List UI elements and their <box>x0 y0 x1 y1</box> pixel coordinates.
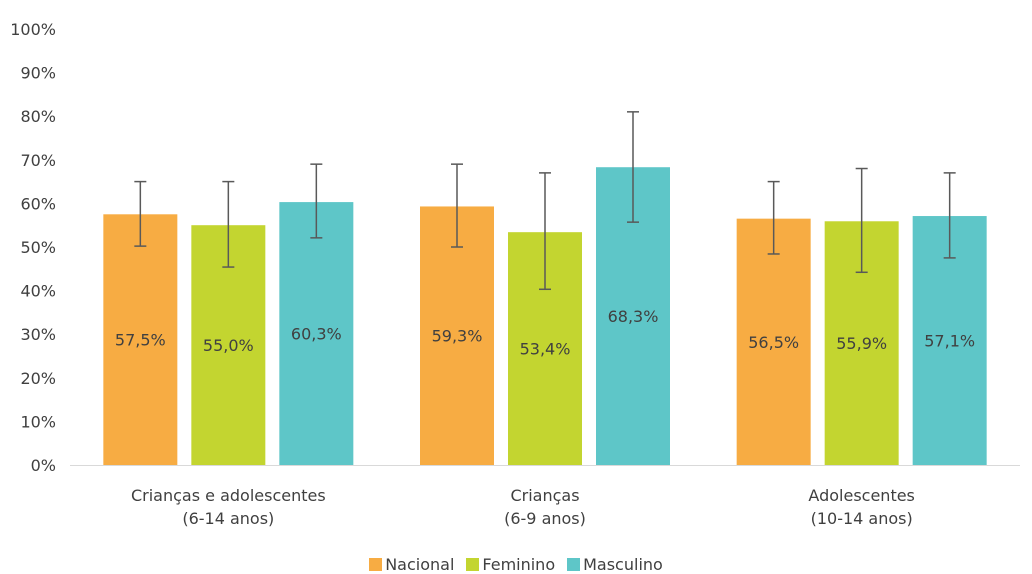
legend-item-masculino: Masculino <box>567 555 663 574</box>
x-category-label: Crianças <box>510 486 579 505</box>
x-category-label: Adolescentes <box>808 486 914 505</box>
y-tick-label: 90% <box>20 64 56 83</box>
y-tick-label: 0% <box>31 456 56 475</box>
legend-label-nacional: Nacional <box>385 554 455 574</box>
bar-nacional <box>103 214 178 465</box>
x-category-label: (6-14 anos) <box>182 509 274 528</box>
x-category-label: Crianças e adolescentes <box>131 486 326 505</box>
y-axis: 0% 10% 20% 30% 40% 50% 60% 70% 80% 90% 100% <box>10 20 56 475</box>
x-category-label: (10-14 anos) <box>811 509 913 528</box>
data-label-feminino: 55,0% <box>203 336 254 355</box>
y-tick-label: 70% <box>20 151 56 170</box>
x-axis-categories: Crianças e adolescentes (6-14 anos) Crianç… <box>131 486 915 528</box>
legend-swatch-nacional <box>369 557 383 571</box>
y-tick-label: 100% <box>10 20 56 39</box>
bar-masculino <box>279 202 354 466</box>
legend-swatch-masculino <box>567 557 581 571</box>
data-label-masculino: 57,1% <box>924 332 975 351</box>
data-label-masculino: 68,3% <box>608 307 659 326</box>
bar-chart: 0%10%20%30%40%50%60%70%80%90%100% 57,5% 5… <box>10 20 1020 528</box>
y-tick-label: 30% <box>20 325 56 344</box>
bar-nacional <box>736 218 811 465</box>
data-label-feminino: 55,9% <box>836 334 887 353</box>
data-label-nacional: 56,5% <box>748 333 799 352</box>
legend: Nacional Feminino Masculino <box>0 554 1032 574</box>
legend-item-nacional: Nacional <box>369 555 454 574</box>
legend-item-feminino: Feminino <box>466 555 555 574</box>
legend-label-feminino: Feminino <box>482 554 556 574</box>
y-tick-label: 20% <box>20 369 56 388</box>
data-label-nacional: 59,3% <box>432 327 483 346</box>
legend-label-masculino: Masculino <box>583 554 663 574</box>
data-labels: 57,5% 55,0% 60,3% 59,3% 53,4% 68,3% 56,5% 55,9%… <box>115 307 975 358</box>
y-tick-label: 50% <box>20 238 56 257</box>
bar-nacional <box>420 206 494 465</box>
error-bars <box>134 111 956 291</box>
data-label-feminino: 53,4% <box>520 340 571 359</box>
y-tick-label: 10% <box>20 412 56 431</box>
y-tick-label: 40% <box>20 282 56 301</box>
y-tick-label: 80% <box>20 107 56 126</box>
y-tick-label: 60% <box>20 194 56 213</box>
legend-swatch-feminino <box>466 557 480 571</box>
x-category-label: (6-9 anos) <box>504 509 586 528</box>
data-label-masculino: 60,3% <box>291 325 342 344</box>
data-label-nacional: 57,5% <box>115 331 166 350</box>
